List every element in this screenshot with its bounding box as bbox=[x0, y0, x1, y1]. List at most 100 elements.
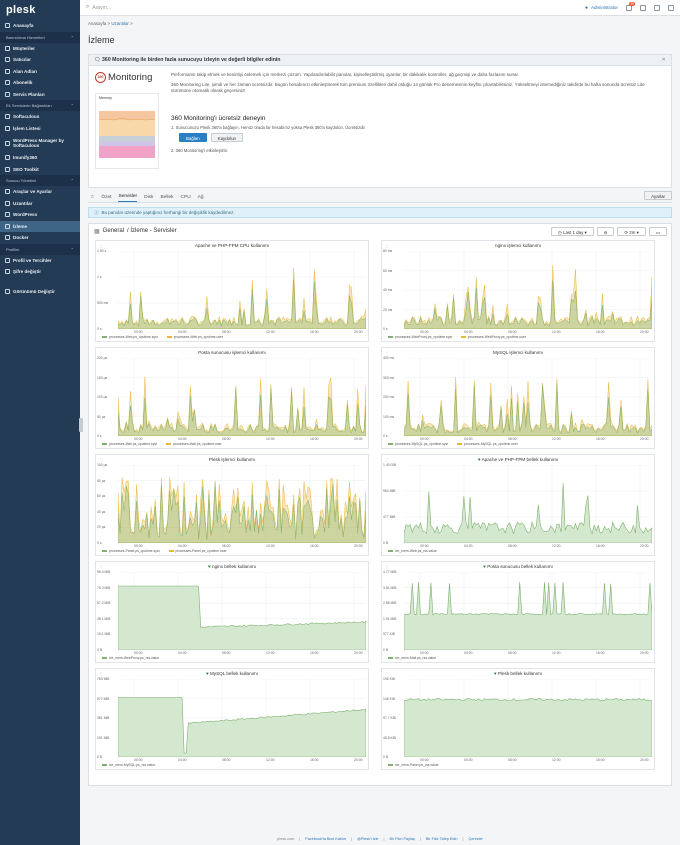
footer-link[interactable]: @Plesk'i izle bbox=[357, 836, 379, 841]
sidebar-item[interactable]: WordPress bbox=[0, 209, 80, 221]
panel-menu-icon[interactable]: ⋮ bbox=[99, 350, 103, 355]
x-tick-label: 00:00 bbox=[134, 437, 143, 441]
y-tick-label: 977 KiB bbox=[383, 632, 395, 637]
legend-item[interactable]: processes-MySQL.ps_cputime.user bbox=[457, 442, 518, 446]
legend-item[interactable]: processes-Panel.ps_cputime.user bbox=[168, 549, 227, 553]
chart-plot[interactable] bbox=[404, 251, 652, 329]
sidebar-item-home[interactable]: Anasayfa bbox=[0, 20, 80, 32]
panel-menu-icon[interactable]: ⋮ bbox=[385, 457, 389, 462]
chart-plot[interactable] bbox=[118, 251, 366, 329]
sidebar-item[interactable]: Müşteriler bbox=[0, 43, 80, 55]
panel-menu-icon[interactable]: ⋮ bbox=[385, 243, 389, 248]
chart-plot[interactable] bbox=[404, 572, 652, 650]
tab[interactable]: Servisler bbox=[118, 194, 138, 202]
legend-item[interactable]: processes-WebProxy.ps_cputime.user bbox=[461, 335, 526, 339]
legend-item[interactable]: ive_mem-Mail.ps_rss.value bbox=[388, 656, 436, 660]
zoom-out-button[interactable]: ⊖ bbox=[596, 227, 615, 236]
sidebar-item[interactable]: Profil ve Tercihler bbox=[0, 255, 80, 267]
series-user bbox=[404, 377, 652, 436]
main-content: Anasayfa > Uzantılar > İzleme 🗨 360 Moni… bbox=[88, 16, 672, 786]
footer-link[interactable]: Bir Fikir Talep Edin bbox=[425, 836, 458, 841]
chart-plot[interactable] bbox=[404, 679, 652, 757]
refresh-button[interactable]: ⟳ 2m ▾ bbox=[617, 227, 646, 236]
promo-subtitle: 360 Monitoring'i ücretsiz deneyin bbox=[171, 115, 266, 122]
search-input[interactable]: Arayın... bbox=[92, 4, 111, 11]
tab[interactable]: Ağ bbox=[197, 195, 204, 200]
legend-item[interactable]: ive_mem-Web.ps_rss.value bbox=[388, 549, 437, 553]
breadcrumb: Anasayfa > Uzantılar > bbox=[88, 21, 133, 26]
time-range-picker[interactable]: ◷ Last 1 day ▾ bbox=[550, 227, 594, 236]
help-icon[interactable] bbox=[640, 4, 646, 11]
sidebar-item[interactable]: Imunify360 bbox=[0, 152, 80, 164]
sidebar-item[interactable]: Servis Planları bbox=[0, 89, 80, 101]
sidebar-section-header[interactable]: Ek Servislerin Bağlantıları ⌃ bbox=[0, 100, 80, 111]
sidebar-item[interactable]: Abonelik bbox=[0, 77, 80, 89]
view-switch[interactable]: Görünümü Değiştir bbox=[0, 286, 80, 298]
legend-item[interactable]: processes-WebProxy.ps_cputime.syst bbox=[388, 335, 452, 339]
legend-item[interactable]: ive_mem-WebProxy.ps_rss.value bbox=[102, 656, 159, 660]
sidebar-item[interactable]: İzleme bbox=[0, 220, 80, 232]
sidebar-item[interactable]: SEO Toolkit bbox=[0, 164, 80, 176]
panel-menu-icon[interactable]: ⋮ bbox=[385, 564, 389, 569]
chart-plot[interactable] bbox=[118, 358, 366, 436]
connect-button[interactable]: Bağlan bbox=[179, 132, 207, 142]
chart-plot[interactable] bbox=[404, 465, 652, 543]
tv-mode-button[interactable]: ▭ bbox=[648, 227, 667, 236]
sidebar-item[interactable]: Softaculous bbox=[0, 111, 80, 123]
sidebar-item-icon bbox=[5, 155, 10, 161]
chart-panel: ⋮ ♥ MySQL bellek kullanımı 763 MiB 572 MiB 3… bbox=[95, 668, 369, 770]
register-button[interactable]: Kaydolun bbox=[210, 132, 243, 142]
dashboard-title[interactable]: General bbox=[102, 228, 125, 234]
panel-menu-icon[interactable]: ⋮ bbox=[99, 564, 103, 569]
breadcrumb-home[interactable]: Anasayfa bbox=[88, 21, 107, 26]
chart-panel: ⋮ ♥ Posta sunucusu bellek kullanımı 4.77 M… bbox=[381, 561, 655, 663]
sidebar-item[interactable]: İşlem Listesi bbox=[0, 123, 80, 135]
sidebar-section-header[interactable]: Sunucu Yönetimi ⌃ bbox=[0, 175, 80, 186]
legend-item[interactable]: processes-Mail.ps_cputime.user bbox=[166, 442, 222, 446]
sidebar-item[interactable]: Uzantılar bbox=[0, 198, 80, 210]
sidebar-item[interactable]: WordPress Manager by Softaculous bbox=[0, 134, 80, 152]
sidebar-item[interactable]: Satıcılar bbox=[0, 54, 80, 66]
tab[interactable]: CPU bbox=[180, 195, 191, 200]
suggest-icon[interactable] bbox=[654, 4, 660, 11]
chart-plot[interactable] bbox=[118, 679, 366, 757]
legend-item[interactable]: ive_mem-Panel.ps_rss.value bbox=[388, 763, 439, 767]
tab[interactable]: Bellek bbox=[160, 195, 174, 200]
close-icon[interactable]: ✕ bbox=[661, 57, 666, 63]
legend-item[interactable]: ive_mem-MySQL.ps_rss.value bbox=[102, 763, 155, 767]
legend-item[interactable]: processes-Web.ps_cputime.user bbox=[166, 335, 223, 339]
apps-icon[interactable] bbox=[668, 4, 674, 11]
plesk-logo[interactable]: plesk bbox=[6, 4, 36, 16]
footer-link[interactable]: Bir Fikri Paylaş bbox=[389, 836, 415, 841]
footer-link[interactable]: plesk.com bbox=[277, 836, 295, 841]
settings-button[interactable]: Ayarlar bbox=[644, 191, 672, 200]
sidebar-collapse-handle[interactable] bbox=[79, 418, 83, 432]
sidebar-item[interactable]: Alan Adları bbox=[0, 66, 80, 78]
sidebar-item[interactable]: Docker bbox=[0, 232, 80, 244]
sidebar-section-header[interactable]: Barındırma Hizmetleri ⌃ bbox=[0, 31, 80, 43]
sidebar-item[interactable]: Şifre değiştir bbox=[0, 266, 80, 278]
legend-item[interactable]: processes-MySQL.ps_cputime.syst bbox=[388, 442, 448, 446]
panel-menu-icon[interactable]: ⋮ bbox=[385, 350, 389, 355]
panel-menu-icon[interactable]: ⋮ bbox=[99, 671, 103, 676]
x-tick-label: 08:00 bbox=[508, 544, 517, 548]
panel-menu-icon[interactable]: ⋮ bbox=[99, 243, 103, 248]
breadcrumb-extensions[interactable]: Uzantılar bbox=[111, 21, 129, 26]
footer-link[interactable]: Facebook'ta Bize Katılın bbox=[305, 836, 347, 841]
x-tick-label: 08:00 bbox=[222, 758, 231, 762]
panel-menu-icon[interactable]: ⋮ bbox=[385, 671, 389, 676]
footer-link[interactable]: Çerezler bbox=[468, 836, 483, 841]
tab[interactable]: Disk bbox=[144, 195, 154, 200]
tab[interactable]: Özet bbox=[101, 195, 112, 200]
notifications-icon[interactable]: 99 bbox=[626, 1, 635, 11]
panel-menu-icon[interactable]: ⋮ bbox=[99, 457, 103, 462]
legend-item[interactable]: processes-Web.ps_cputime.syst bbox=[102, 335, 158, 339]
chart-plot[interactable] bbox=[118, 572, 366, 650]
sidebar-section-header[interactable]: Profilim ⌃ bbox=[0, 243, 80, 255]
user-menu[interactable]: Administrator bbox=[590, 5, 618, 10]
sidebar-item[interactable]: Araçlar ve Ayarlar bbox=[0, 186, 80, 198]
chart-plot[interactable] bbox=[404, 358, 652, 436]
chart-plot[interactable] bbox=[118, 465, 366, 543]
legend-item[interactable]: processes-Mail.ps_cputime.syst bbox=[102, 442, 157, 446]
legend-item[interactable]: processes-Panel.ps_cputime.syst bbox=[102, 549, 160, 553]
